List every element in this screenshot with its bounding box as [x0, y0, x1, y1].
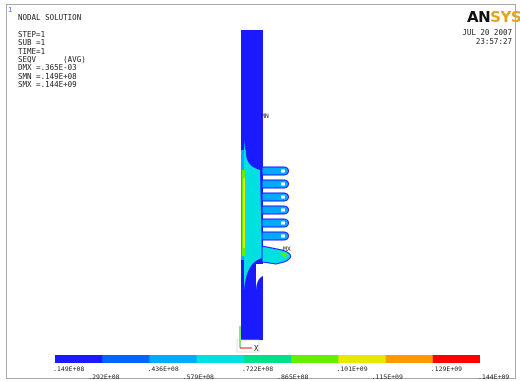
- window-number: 1: [8, 6, 13, 14]
- legend-swatch: [243, 355, 292, 363]
- fin: [261, 166, 289, 176]
- fin: [261, 205, 289, 215]
- plot-info-line: SUB =1: [18, 38, 46, 48]
- legend-swatch: [55, 355, 103, 363]
- hook-fin-hotspot: [280, 252, 287, 258]
- plot-info-line: STEP=1: [18, 29, 46, 39]
- legend-label-lower: .115E+09: [371, 373, 403, 381]
- legend-swatch: [291, 355, 339, 363]
- fin-notch: [281, 182, 285, 186]
- legend-label-lower: .144E+09: [478, 373, 510, 381]
- plot-info-block: NODAL SOLUTION STEP=1 SUB =1 TIME=1 SEQV (AV…: [18, 13, 86, 90]
- legend-swatch: [432, 355, 480, 363]
- legend-label-upper: .722E+08: [241, 365, 274, 373]
- min-marker: MN: [261, 112, 269, 120]
- stress-band-yellow: [243, 178, 245, 248]
- fin: [261, 218, 289, 228]
- fin-group: [261, 166, 289, 241]
- legend-label-upper: .101E+09: [336, 365, 368, 373]
- logo-part-an: AN: [467, 8, 491, 26]
- axis-triad-box: [236, 339, 260, 353]
- date-label: JUL 20 2007: [462, 28, 512, 37]
- fin: [261, 231, 289, 241]
- timestamp: JUL 20 2007 23:57:27: [462, 28, 512, 46]
- legend-label-upper: .129E+09: [430, 365, 463, 373]
- plot-info-line: SEQV (AVG): [18, 54, 86, 64]
- axis-x-label: X: [254, 344, 259, 353]
- hook-fin: [261, 245, 291, 265]
- fin-notches: [281, 169, 285, 238]
- ansys-logo: ANSYS: [467, 8, 520, 26]
- logo-part-sys: SYS: [490, 8, 520, 26]
- legend-label-lower: .579E+08: [182, 373, 214, 381]
- legend-label-lower: .865E+08: [277, 373, 309, 381]
- plot-info-line: DMX =.365E-03: [18, 63, 77, 73]
- fin-notch: [281, 208, 285, 212]
- legend-label-upper: .436E+08: [147, 365, 179, 373]
- plot-info-line: SMX =.144E+09: [18, 80, 77, 90]
- plot-info-line: SMN =.149E+08: [18, 71, 77, 81]
- legend-swatch: [338, 355, 387, 363]
- legend-swatch: [102, 355, 150, 363]
- legend-swatch: [149, 355, 198, 363]
- fin: [261, 179, 289, 189]
- fin-notch: [281, 221, 285, 225]
- plot-info-line: TIME=1: [18, 46, 46, 56]
- legend-label-upper: .149E+08: [53, 365, 85, 373]
- fin: [261, 192, 289, 202]
- legend-label-lower: .292E+08: [88, 373, 120, 381]
- legend-swatch: [385, 355, 434, 363]
- fin-notch: [281, 195, 285, 199]
- plot-info-line: NODAL SOLUTION: [18, 13, 82, 22]
- time-label: 23:57:27: [475, 37, 512, 46]
- fin-notch: [281, 234, 285, 238]
- column-contour-transition: [244, 140, 262, 290]
- color-legend-bar: [55, 355, 480, 363]
- legend-swatch: [196, 355, 245, 363]
- lower-gap: [256, 264, 263, 292]
- max-marker: MX: [283, 245, 291, 253]
- fin-notch: [281, 169, 285, 173]
